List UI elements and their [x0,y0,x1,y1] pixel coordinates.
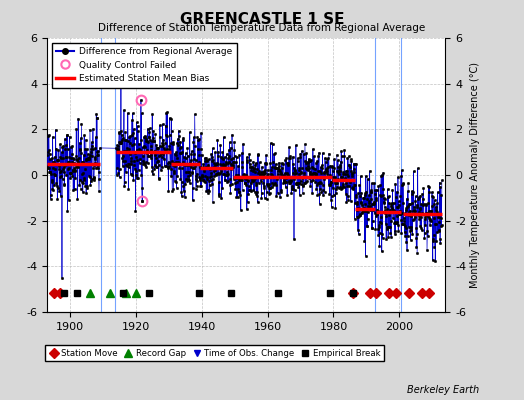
Text: Berkeley Earth: Berkeley Earth [407,385,479,395]
Text: GREENCASTLE 1 SE: GREENCASTLE 1 SE [180,12,344,27]
Text: Difference of Station Temperature Data from Regional Average: Difference of Station Temperature Data f… [99,23,425,33]
Y-axis label: Monthly Temperature Anomaly Difference (°C): Monthly Temperature Anomaly Difference (… [471,62,481,288]
Legend: Station Move, Record Gap, Time of Obs. Change, Empirical Break: Station Move, Record Gap, Time of Obs. C… [45,345,384,361]
